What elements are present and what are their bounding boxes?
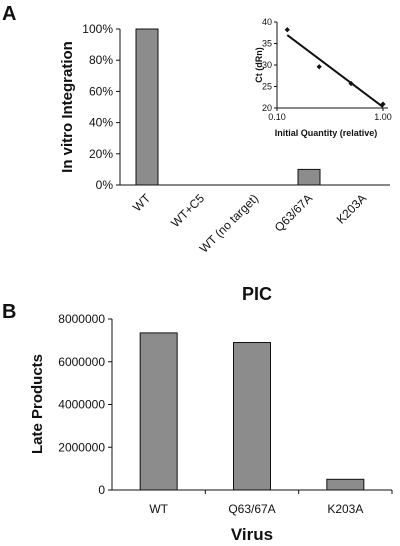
panel-label-a: A: [2, 3, 16, 25]
chart-a-y-tick-label: 80%: [89, 53, 113, 67]
inset-y-tick-label: 40: [262, 17, 272, 27]
chart-b-bar: [233, 342, 271, 491]
chart-a-y-tick-label: 100%: [82, 22, 113, 36]
chart-b-x-tick-label: Q63/67A: [228, 502, 275, 516]
inset-y-tick-label: 30: [262, 60, 272, 70]
chart-b-y-tick-label: 2000000: [58, 440, 105, 454]
chart-b-x-tick-label: WT: [149, 502, 168, 516]
inset-y-tick-label: 25: [262, 82, 272, 92]
inset-y-tick-label: 20: [262, 103, 272, 113]
chart-a-x-tick-label: WT+C5: [168, 191, 207, 230]
chart-a-bar: [135, 28, 159, 186]
chart-a-y-tick-label: 20%: [89, 147, 113, 161]
chart-b-bar: [139, 332, 178, 491]
chart-a-y-tick-label: 40%: [89, 116, 113, 130]
chart-a-x-tick-label: WT: [130, 191, 154, 215]
chart-b-y-tick-label: 4000000: [58, 398, 105, 412]
chart-b-x-tick-label: K203A: [327, 502, 363, 516]
chart-a-y-tick-label: 60%: [89, 84, 113, 98]
inset-y-tick-label: 35: [262, 39, 272, 49]
chart-a-y-tick-label: 0%: [96, 178, 114, 192]
inset-y-label: Ct (dRn): [254, 47, 264, 83]
inset-x-tick-label: 1.00: [374, 112, 392, 122]
chart-a-x-label: PIC: [242, 284, 272, 304]
inset-point: [348, 80, 354, 87]
inset-x-label: Initial Quantity (relative): [275, 128, 378, 138]
inset-x-tick-label: 0.10: [268, 112, 286, 122]
chart-a-y-label: In vitro Integration: [59, 41, 76, 173]
inset-background: [255, 16, 394, 138]
chart-a-bar: [297, 168, 321, 186]
inset-point: [316, 64, 322, 70]
chart-a-inset: 20 25 30 35 40 0.10 1.00 Ct (dRn) Initial Qua…: [254, 16, 394, 138]
chart-a-x-tick-label: K203A: [334, 191, 369, 226]
panel-label-b: B: [2, 301, 16, 323]
inset-point: [284, 27, 290, 33]
chart-b-y-label: Late Products: [29, 354, 46, 454]
chart-a-x-tick-label: Q63/67A: [272, 191, 315, 234]
chart-b-y-tick-label: 6000000: [58, 355, 105, 369]
inset-trendline: [286, 34, 384, 108]
chart-b: 0 2000000 4000000 6000000 8000000 WT Q63/67A K…: [29, 312, 393, 544]
chart-b-y-tick-label: 8000000: [58, 312, 105, 326]
chart-b-x-label: Virus: [231, 525, 273, 544]
chart-b-y-tick-label: 0: [98, 483, 105, 497]
inset-point: [380, 101, 386, 107]
chart-b-bar: [326, 478, 365, 491]
